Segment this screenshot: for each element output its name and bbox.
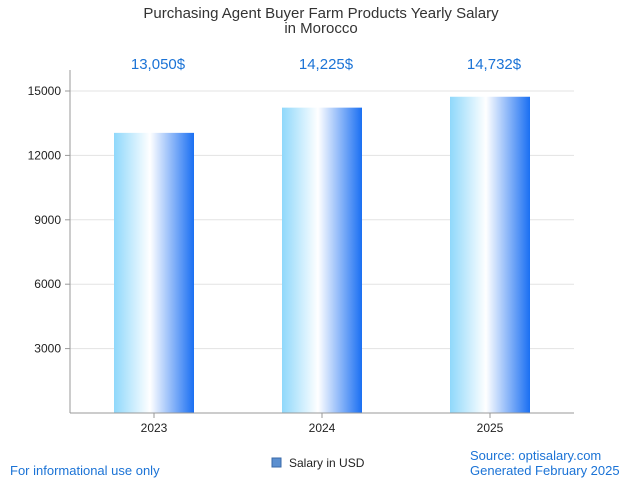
- y-tick-label: 6000: [34, 277, 61, 291]
- bar-2023: [114, 132, 194, 414]
- x-tick-label: 2025: [477, 421, 504, 435]
- bar-2025: [450, 96, 530, 414]
- y-axis-ticks: 3000 6000 9000 12000 15000: [28, 84, 70, 356]
- y-tick-label: 12000: [28, 148, 62, 162]
- disclaimer-text: For informational use only: [10, 463, 160, 478]
- data-label-2023: 13,050$: [131, 56, 186, 73]
- generated-date-text: Generated February 2025: [470, 463, 620, 478]
- bar-2024: [282, 107, 362, 414]
- y-tick-label: 15000: [28, 84, 62, 98]
- legend-swatch-salary: [271, 457, 282, 468]
- legend-label-salary: Salary in USD: [289, 456, 365, 470]
- data-label-2024: 14,225$: [299, 56, 354, 73]
- y-tick-label: 9000: [34, 213, 61, 227]
- x-tick-label: 2023: [141, 421, 168, 435]
- legend: Salary in USD: [271, 456, 365, 470]
- chart-title-line-1: Purchasing Agent Buyer Farm Products Yea…: [143, 5, 499, 22]
- source-text: Source: optisalary.com: [470, 448, 601, 463]
- bars: [114, 96, 530, 414]
- x-tick-label: 2024: [309, 421, 336, 435]
- data-labels: 13,050$ 14,225$ 14,732$: [131, 56, 522, 73]
- y-tick-label: 3000: [34, 342, 61, 356]
- x-axis-ticks: 2023 2024 2025: [141, 413, 504, 435]
- chart-title-line-2: in Morocco: [284, 20, 357, 37]
- data-label-2025: 14,732$: [467, 56, 522, 73]
